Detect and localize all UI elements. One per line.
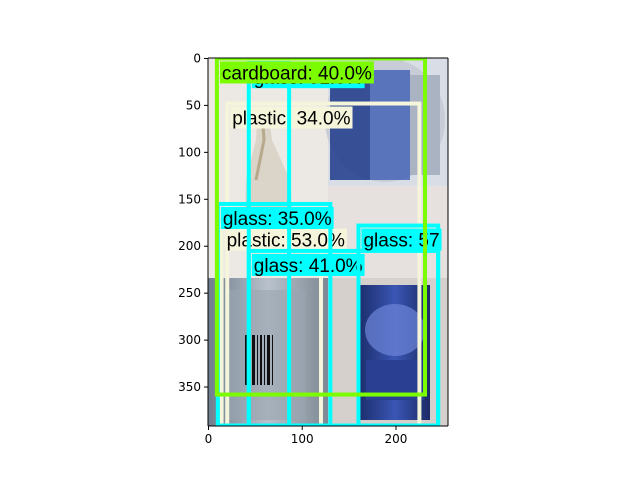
y-tick-label: 350: [178, 380, 201, 394]
detection-label-bg: [220, 206, 334, 229]
detection-label: glass: 35.0%: [223, 209, 332, 230]
detection-label: glass: 41.0%: [254, 256, 363, 277]
detection-plastic: plastic: 34.0%: [225, 101, 422, 426]
detection-label: cardboard: 40.0%: [222, 63, 372, 84]
detection-label-bg: [224, 228, 347, 251]
x-tick-label: 200: [385, 432, 408, 446]
y-tick-label: 250: [178, 286, 201, 300]
x-tick-label: 100: [291, 432, 314, 446]
y-tick-label: 50: [186, 98, 201, 112]
y-tick-label: 200: [178, 239, 201, 253]
detection-label-bg: [230, 106, 353, 129]
y-tick-label: 100: [178, 145, 201, 159]
axes-frame: [207, 57, 449, 427]
y-tick-label: 300: [178, 333, 201, 347]
detection-glass: glass: 57: [356, 223, 442, 426]
y-tick-label: 0: [193, 51, 201, 65]
detection-label: glass: 57: [363, 231, 439, 252]
detection-label-bg: [219, 61, 374, 84]
detection-label-bg: [251, 253, 365, 276]
detection-label: plastic: 34.0%: [232, 109, 350, 130]
y-tick-label: 150: [178, 192, 201, 206]
detection-label-bg: [361, 228, 442, 251]
axis-ticks: 0 100 200 0 50 100 150 200 250 300 350: [178, 51, 407, 446]
detection-label: plastic: 53.0%: [227, 231, 345, 252]
x-tick-label: 0: [205, 432, 213, 446]
